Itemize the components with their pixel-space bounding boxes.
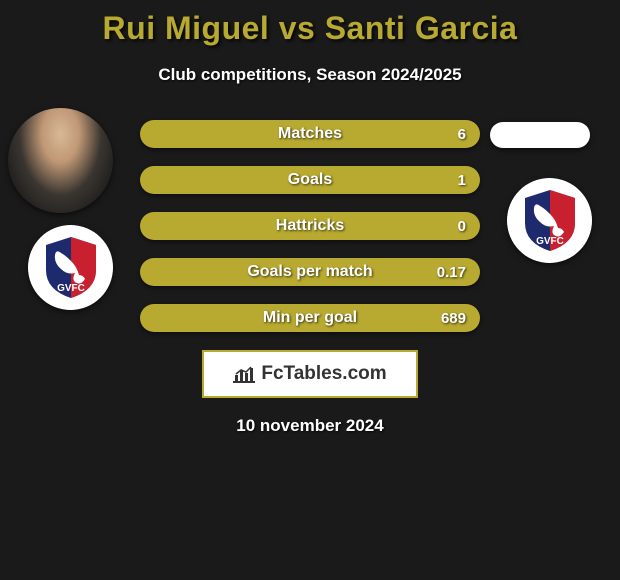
branding-box[interactable]: FcTables.com — [202, 350, 418, 398]
stat-label: Goals — [288, 171, 332, 189]
stats-container: Matches 6 Goals 1 Hattricks 0 Goals per … — [0, 120, 620, 332]
stat-right-value: 6 — [416, 126, 466, 143]
stat-right-value: 0.17 — [416, 264, 466, 281]
footer-date: 10 november 2024 — [0, 416, 620, 436]
branding-text: FcTables.com — [261, 363, 386, 385]
stat-right-value: 1 — [416, 172, 466, 189]
stat-bar-goals: Goals 1 — [140, 166, 480, 194]
chart-icon — [233, 365, 255, 383]
stat-right-value: 0 — [416, 218, 466, 235]
stat-row: Goals 1 — [0, 166, 620, 194]
stat-bar-gpm: Goals per match 0.17 — [140, 258, 480, 286]
stat-right-value: 689 — [416, 310, 466, 327]
stat-label: Goals per match — [247, 263, 372, 281]
page-title: Rui Miguel vs Santi Garcia — [0, 0, 620, 47]
stat-label: Min per goal — [263, 309, 357, 327]
stat-label: Hattricks — [276, 217, 344, 235]
stat-row: Min per goal 689 — [0, 304, 620, 332]
stat-row: Matches 6 — [0, 120, 620, 148]
stat-row: Goals per match 0.17 — [0, 258, 620, 286]
stat-bar-matches: Matches 6 — [140, 120, 480, 148]
stat-bar-mpg: Min per goal 689 — [140, 304, 480, 332]
stat-row: Hattricks 0 — [0, 212, 620, 240]
stat-label: Matches — [278, 125, 342, 143]
season-subtitle: Club competitions, Season 2024/2025 — [0, 65, 620, 85]
stat-bar-hattricks: Hattricks 0 — [140, 212, 480, 240]
